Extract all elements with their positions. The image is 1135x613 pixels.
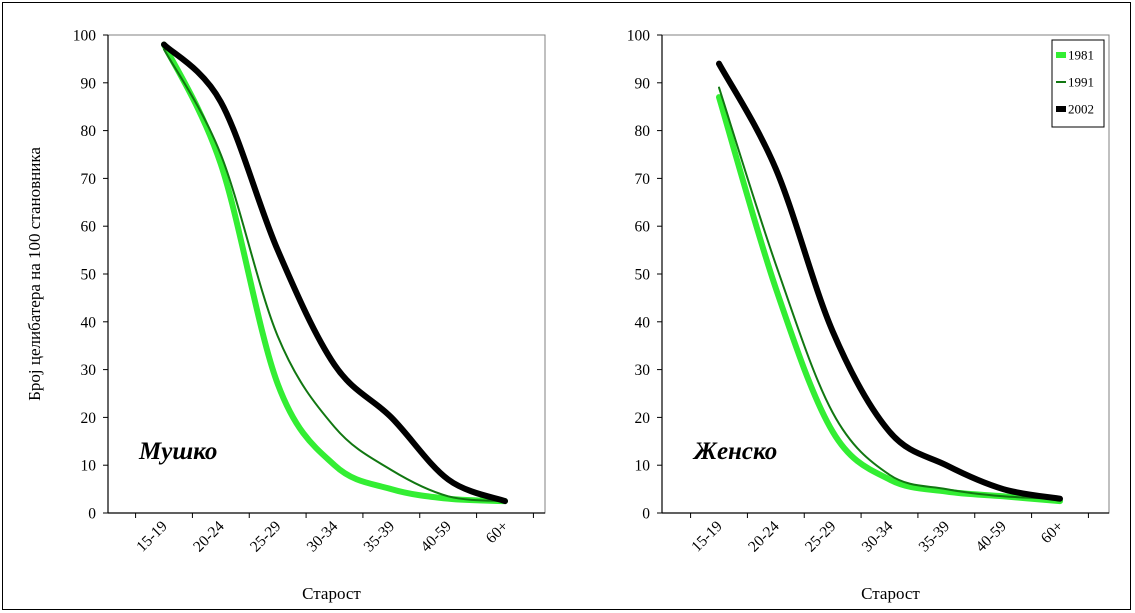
y-tick-label: 100 xyxy=(627,28,651,45)
panel-label: Женско xyxy=(692,438,777,465)
y-tick-label: 100 xyxy=(73,28,97,45)
y-tick-label: 80 xyxy=(635,123,651,140)
x-tick-label: 15-19 xyxy=(133,518,171,556)
legend-label-1991: 1991 xyxy=(1068,75,1094,90)
y-tick-label: 60 xyxy=(635,219,651,236)
y-tick-label: 10 xyxy=(81,458,97,475)
x-axis-title: Старост xyxy=(861,584,920,603)
y-tick-label: 60 xyxy=(81,219,97,236)
x-tick-label: 30-34 xyxy=(859,518,897,556)
series-line-1991 xyxy=(163,48,506,503)
legend-label-1981: 1981 xyxy=(1068,48,1094,63)
x-tick-label: 20-24 xyxy=(190,518,228,556)
legend-label-2002: 2002 xyxy=(1068,102,1094,117)
x-tick-label: 40-59 xyxy=(972,518,1010,556)
y-axis-title: Број целибатера на 100 становника xyxy=(25,147,44,401)
x-tick-label: 60+ xyxy=(483,518,512,547)
y-tick-label: 90 xyxy=(635,75,651,92)
x-axis-title: Старост xyxy=(302,584,361,603)
y-tick-label: 10 xyxy=(635,458,651,475)
series-line-1981 xyxy=(161,41,508,505)
x-tick-label: 35-39 xyxy=(916,518,954,556)
y-tick-label: 0 xyxy=(88,506,96,523)
x-tick-label: 25-29 xyxy=(802,518,840,556)
x-tick-label: 15-19 xyxy=(688,518,726,556)
y-tick-label: 30 xyxy=(635,362,651,379)
y-tick-label: 80 xyxy=(81,123,97,140)
x-tick-label: 30-34 xyxy=(304,518,342,556)
y-tick-label: 30 xyxy=(81,362,97,379)
y-tick-label: 90 xyxy=(81,75,97,92)
x-tick-label: 40-59 xyxy=(417,518,455,556)
y-tick-label: 40 xyxy=(81,314,97,331)
y-tick-label: 50 xyxy=(81,267,97,284)
y-tick-label: 40 xyxy=(635,314,651,331)
y-tick-label: 70 xyxy=(635,171,651,188)
panel-label: Мушко xyxy=(138,438,217,465)
y-tick-label: 50 xyxy=(635,267,651,284)
series-line-2002 xyxy=(716,60,1063,502)
y-tick-label: 70 xyxy=(81,171,97,188)
x-tick-label: 20-24 xyxy=(745,518,783,556)
y-tick-label: 20 xyxy=(635,410,651,427)
x-tick-label: 25-29 xyxy=(247,518,285,556)
y-tick-label: 20 xyxy=(81,410,97,427)
x-tick-label: 35-39 xyxy=(361,518,399,556)
series-line-1991 xyxy=(718,86,1061,500)
y-tick-label: 0 xyxy=(642,506,650,523)
x-tick-label: 60+ xyxy=(1038,518,1067,547)
series-line-2002 xyxy=(161,41,508,505)
